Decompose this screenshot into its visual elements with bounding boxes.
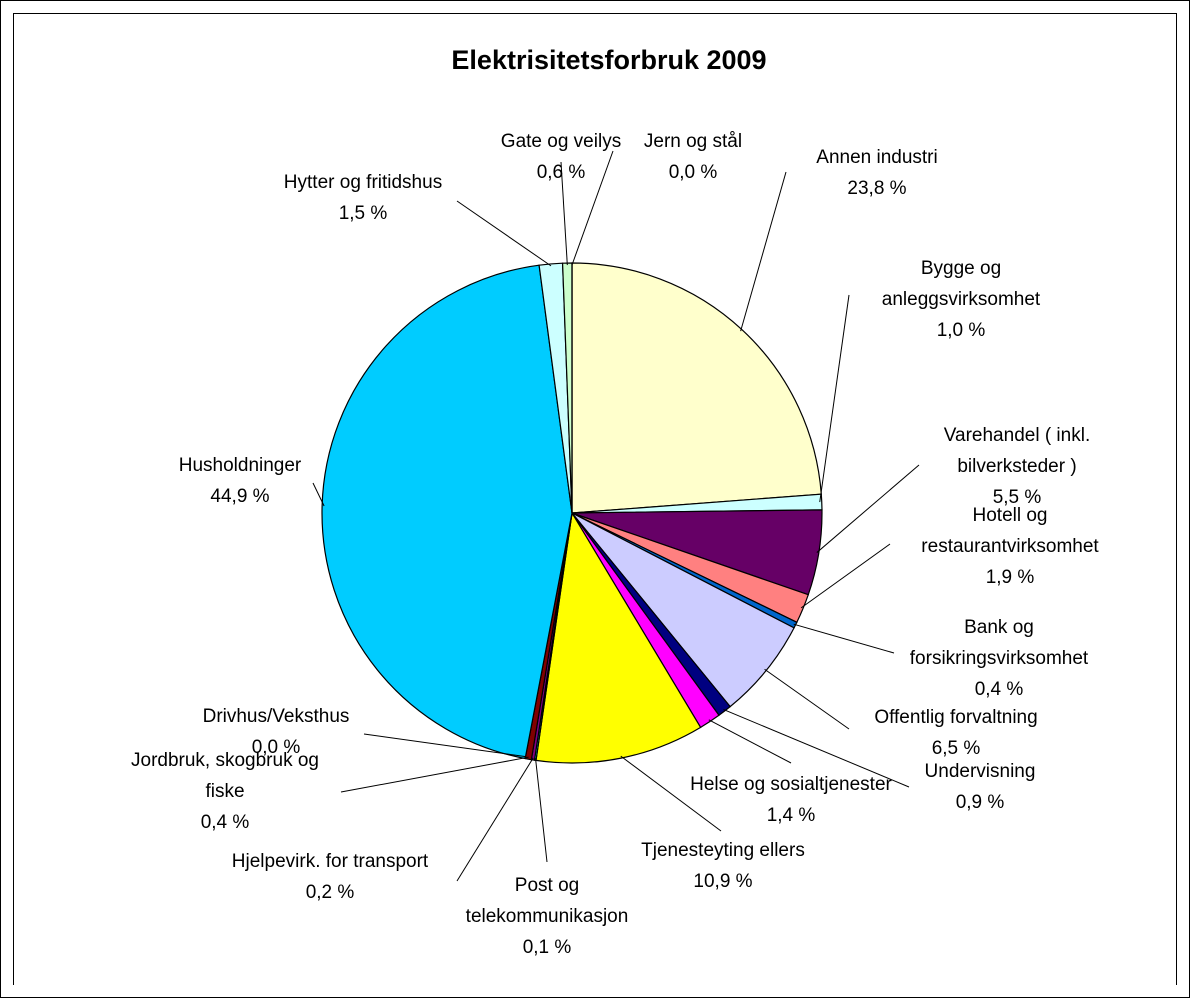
slice-11-category: Jordbruk, skogbruk og [131, 750, 319, 771]
slice-1-value: 1,0 % [937, 320, 986, 341]
slice-7-value: 1,4 % [767, 805, 816, 826]
slice-11-label: Jordbruk, skogbruk og fiske 0,4 % [131, 750, 319, 833]
slice-7-label: Helse og sosialtjenester 1,4 % [690, 774, 892, 826]
slice-2-value: 5,5 % [993, 487, 1042, 508]
slice-9-category: Post og [515, 875, 579, 896]
slice-16-value: 0,0 % [669, 162, 718, 183]
slice-3-leader [800, 543, 891, 609]
slice-0-label: Annen industri 23,8 % [816, 147, 937, 199]
slice-13-leader [312, 482, 325, 507]
slice-8-wedge [535, 511, 702, 764]
slice-4-value: 0,4 % [975, 679, 1024, 700]
slice-2-category: Varehandel ( inkl. [944, 425, 1090, 446]
slice-12-category: Drivhus/Veksthus [203, 706, 350, 727]
slice-4-label: Bank og forsikringsvirksomhet 0,4 % [910, 617, 1089, 700]
slice-6-category: Undervisning [925, 761, 1036, 782]
slice-12-leader [363, 733, 526, 758]
slice-7-leader [708, 719, 792, 764]
slice-16-leader [571, 150, 614, 266]
slice-16-label: Jern og stål 0,0 % [644, 131, 742, 183]
slice-9-value: 0,1 % [523, 937, 572, 958]
slice-5-category: Offentlig forvaltning [874, 707, 1037, 728]
slice-4-category: Bank og [964, 617, 1034, 638]
slice-12-label: Drivhus/Veksthus 0,0 % [203, 706, 350, 758]
slice-5-value: 6,5 % [932, 738, 981, 759]
slice-10-value: 0,2 % [306, 882, 355, 903]
slice-4-leader [793, 623, 895, 654]
slice-10-label: Hjelpevirk. for transport 0,2 % [232, 851, 429, 903]
slice-15-label: Gate og veilys 0,6 % [501, 131, 621, 183]
slice-5-leader [764, 668, 850, 730]
slice-6-label: Undervisning 0,9 % [925, 761, 1036, 813]
slice-8-leader [620, 755, 722, 832]
slice-13-wedge [321, 264, 573, 760]
slice-8-category: Tjenesteyting ellers [641, 840, 805, 861]
slice-1-category: anleggsvirksomhet [882, 289, 1041, 310]
slice-2-category: bilverksteder ) [957, 456, 1076, 477]
slice-14-category: Hytter og fritidshus [284, 172, 442, 193]
slice-3-category: restaurantvirksomhet [921, 536, 1099, 557]
chart-title: Elektrisitetsforbruk 2009 [451, 45, 766, 75]
slice-11-value: 0,4 % [201, 812, 250, 833]
slice-1-label: Bygge og anleggsvirksomhet 1,0 % [882, 258, 1041, 341]
slice-0-value: 23,8 % [847, 178, 906, 199]
slice-3-value: 1,9 % [986, 567, 1035, 588]
slice-6-leader [723, 708, 910, 788]
slice-15-category: Gate og veilys [501, 131, 621, 152]
leader-lines [312, 150, 920, 882]
slice-5-label: Offentlig forvaltning 6,5 % [874, 707, 1037, 759]
slice-2-leader [816, 464, 920, 553]
slice-9-category: telekommunikasjon [466, 906, 629, 927]
slice-16-category: Jern og stål [644, 131, 742, 152]
slice-3-label: Hotell og restaurantvirksomhet 1,9 % [921, 505, 1099, 588]
slice-0-leader [740, 171, 787, 332]
slice-14-value: 1,5 % [339, 203, 388, 224]
slice-8-label: Tjenesteyting ellers 10,9 % [641, 840, 805, 892]
slice-15-leader [560, 161, 568, 266]
slice-12-value: 0,0 % [252, 737, 301, 758]
slice-9-label: Post og telekommunikasjon 0,1 % [466, 875, 629, 958]
slice-9-leader [535, 758, 548, 863]
slice-13-value: 44,9 % [210, 486, 269, 507]
slice-4-category: forsikringsvirksomhet [910, 648, 1089, 669]
slice-11-category: fiske [205, 781, 244, 802]
slice-10-category: Hjelpevirk. for transport [232, 851, 429, 872]
slice-1-leader [819, 294, 850, 503]
slice-2-label: Varehandel ( inkl. bilverksteder ) 5,5 % [944, 425, 1090, 508]
slice-3-category: Hotell og [973, 505, 1048, 526]
slice-13-category: Husholdninger [179, 455, 302, 476]
slice-6-value: 0,9 % [956, 792, 1005, 813]
slice-10-leader [456, 757, 534, 882]
slice-7-category: Helse og sosialtjenester [690, 774, 892, 795]
slice-11-leader [340, 756, 529, 793]
slice-0-wedge [571, 262, 822, 514]
slice-8-value: 10,9 % [693, 871, 752, 892]
slice-15-value: 0,6 % [537, 162, 586, 183]
slice-0-category: Annen industri [816, 147, 937, 168]
slice-1-category: Bygge og [921, 258, 1001, 279]
slice-14-leader [456, 200, 552, 267]
slice-14-label: Hytter og fritidshus 1,5 % [284, 172, 442, 224]
slice-labels: Annen industri 23,8 % Bygge og anleggsvirks… [131, 131, 1099, 958]
slice-13-label: Husholdninger 44,9 % [179, 455, 302, 507]
pie-slices [321, 262, 823, 764]
